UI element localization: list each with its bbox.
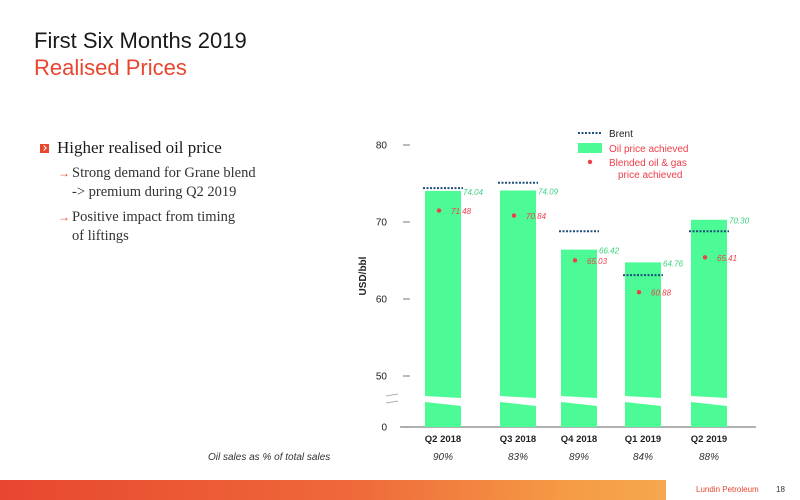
oil-value-label: 70.30 (729, 217, 750, 226)
oil-value-label: 64.76 (663, 259, 684, 268)
bullet-main: Higher realised oil price (40, 138, 340, 158)
bullet-sub-2-line1: Positive impact from timing (72, 209, 236, 225)
axis-break-mark (385, 393, 399, 397)
page-subtitle: Realised Prices (34, 55, 187, 80)
oil-sales-label: Oil sales as % of total sales (208, 452, 331, 463)
bullet-sub-2-line2: of liftings (72, 228, 129, 244)
oil-price-bar-base (625, 402, 661, 427)
x-tick-label: Q3 2018 (500, 434, 536, 445)
bullet-list: Higher realised oil price → Strong deman… (40, 138, 340, 252)
blended-value-label: 65.41 (717, 254, 737, 263)
bottom-band (0, 480, 800, 500)
legend-blended-label-1: Blended oil & gas (609, 158, 687, 169)
y-axis-label: USD/bbl (358, 256, 369, 295)
x-tick-label: Q4 2018 (561, 434, 597, 445)
blended-value-label: 60.88 (651, 289, 672, 298)
oil-sales-pct: 84% (632, 452, 653, 463)
legend-blended-label-2: price achieved (618, 170, 682, 181)
legend-brent-label: Brent (609, 129, 633, 140)
y-tick-label: 50 (376, 372, 388, 383)
oil-price-bar (625, 262, 661, 398)
x-tick-label: Q1 2019 (625, 434, 661, 445)
oil-price-bar-base (500, 402, 536, 427)
oil-price-bar (500, 190, 536, 398)
oil-price-bar-base (425, 402, 461, 427)
y-tick-label: 80 (376, 141, 388, 152)
blended-value-label: 65.03 (587, 257, 608, 266)
legend-blended-swatch (587, 159, 593, 165)
blended-value-label: 70.84 (526, 212, 547, 221)
oil-sales-pct: 88% (698, 452, 719, 463)
x-tick-label: Q2 2019 (691, 434, 727, 445)
oil-sales-pct: 90% (432, 452, 453, 463)
oil-price-bar (425, 190, 461, 398)
page-number: 18 (776, 485, 785, 494)
axis-break-mark (385, 400, 399, 404)
oil-value-label: 74.09 (538, 188, 559, 197)
legend-oil-label: Oil price achieved (609, 144, 688, 155)
oil-price-bar-base (691, 402, 727, 427)
bottom-band-label-area (666, 480, 800, 500)
oil-price-bar-base (561, 402, 597, 427)
oil-value-label: 66.42 (599, 247, 620, 256)
oil-price-bar (561, 249, 597, 398)
y-tick-label: 60 (376, 295, 388, 306)
oil-price-bar (691, 219, 727, 398)
y-tick-label: 70 (376, 218, 388, 229)
company-name: Lundin Petroleum (696, 485, 759, 494)
bullet-main-text: Higher realised oil price (57, 138, 222, 157)
bullet-sub-1-line2: -> premium during Q2 2019 (72, 184, 237, 200)
oil-sales-pct: 83% (507, 452, 528, 463)
blended-point (702, 255, 708, 260)
bullet-sub-2: → Positive impact from timing of lifting… (58, 208, 340, 246)
checkbox-arrow-icon (40, 143, 49, 153)
arrow-right-icon: → (58, 210, 70, 224)
oil-value-label: 74.04 (463, 188, 484, 197)
blended-point (636, 290, 642, 295)
page-title: First Six Months 2019 (34, 28, 247, 53)
bullet-sub-1: → Strong demand for Grane blend -> premi… (58, 164, 340, 202)
legend-oil-swatch (578, 143, 602, 153)
y-tick-label: 0 (381, 423, 387, 434)
blended-point (511, 213, 517, 218)
bullet-sub-1-line1: Strong demand for Grane blend (72, 165, 256, 181)
blended-point (572, 258, 578, 263)
x-tick-label: Q2 2018 (425, 434, 461, 445)
blended-value-label: 71.48 (451, 207, 472, 216)
oil-sales-pct: 89% (568, 452, 589, 463)
blended-point (436, 208, 442, 213)
arrow-right-icon: → (58, 166, 70, 180)
